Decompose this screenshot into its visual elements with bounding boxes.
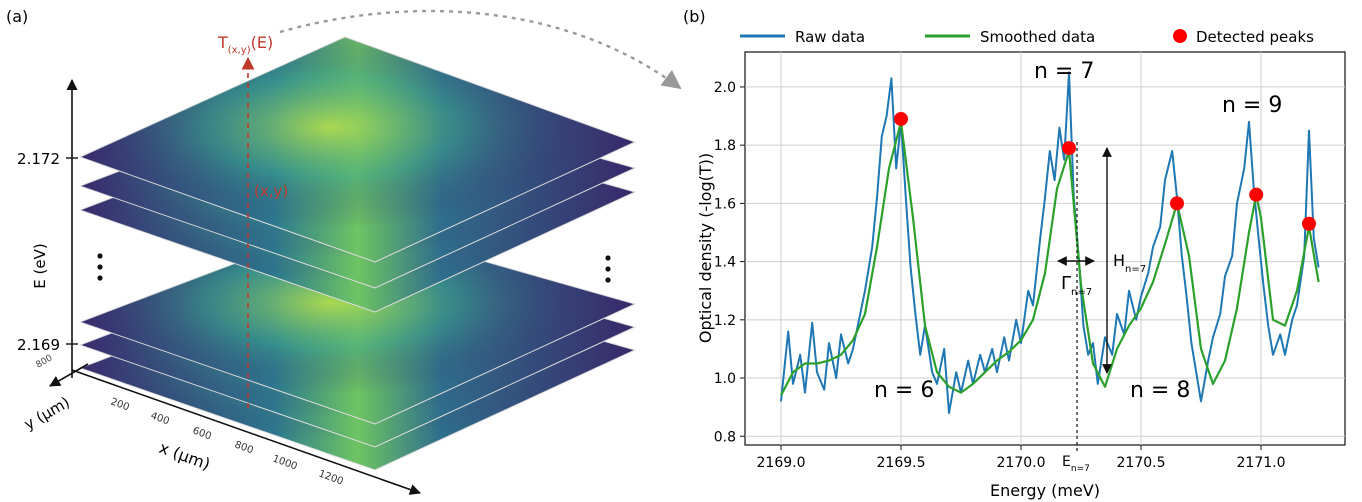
panel-a: (a) bbox=[6, 7, 682, 495]
detected-peak-point bbox=[1170, 196, 1184, 211]
panel-a-label: (a) bbox=[6, 7, 28, 26]
y-ticks: 0.8 1.0 1.2 1.4 1.6 1.8 2.0 bbox=[714, 80, 745, 445]
x-tick-label: 2171.0 bbox=[1237, 455, 1286, 471]
y-tick-label: 1.6 bbox=[714, 196, 736, 212]
panel-b-label: (b) bbox=[683, 7, 706, 26]
x-tick-label: 2169.5 bbox=[877, 455, 926, 471]
e-tick-label-top: 2.172 bbox=[17, 150, 60, 168]
x-tick-600: 600 bbox=[191, 425, 213, 442]
y-tick-800: 800 bbox=[35, 353, 55, 370]
point-label: (x,y) bbox=[254, 182, 288, 200]
x-tick-200: 200 bbox=[109, 396, 131, 413]
legend-peaks-label: Detected peaks bbox=[1196, 28, 1314, 46]
detected-peak-point bbox=[1249, 187, 1264, 202]
x-tick-800: 800 bbox=[233, 439, 255, 456]
legend-smooth-label: Smoothed data bbox=[980, 28, 1095, 46]
e-tick-label-bottom: 2.169 bbox=[17, 336, 60, 354]
detected-peak-point bbox=[894, 111, 908, 126]
x-tick-label: 2170.5 bbox=[1117, 455, 1166, 471]
panel-b: (b) Raw data Smoothed data Detected peak… bbox=[683, 7, 1346, 500]
x-tick-1000: 1000 bbox=[271, 453, 299, 472]
ellipsis-left bbox=[97, 253, 103, 281]
annotation-n6: n = 6 bbox=[874, 378, 934, 403]
series-layer bbox=[780, 71, 1320, 414]
energy-slices bbox=[78, 36, 637, 471]
detected-peak-point bbox=[1302, 216, 1316, 231]
plot-frame bbox=[744, 51, 1346, 446]
y-axis bbox=[49, 363, 89, 387]
energy-label: En=7 bbox=[1062, 454, 1090, 474]
x-tick-1200: 1200 bbox=[317, 468, 345, 487]
y-tick-label: 0.8 bbox=[714, 429, 736, 445]
width-label: Γn=7 bbox=[1061, 273, 1092, 298]
transmission-label: T(x,y)(E) bbox=[217, 33, 273, 56]
slice-top-1 bbox=[78, 36, 637, 263]
x-axis-label: x (µm) bbox=[157, 438, 213, 474]
y-axis-label: y (µm) bbox=[21, 393, 73, 433]
legend-peaks-marker bbox=[1173, 29, 1187, 43]
y-tick-label: 1.0 bbox=[714, 371, 736, 387]
y-axis-title: Optical density (-log(T)) bbox=[696, 153, 715, 343]
y-tick-label: 1.4 bbox=[714, 255, 736, 271]
x-axis bbox=[71, 369, 422, 495]
x-tick-label: 2170.0 bbox=[997, 455, 1046, 471]
series-smoothed-data bbox=[780, 120, 1320, 397]
e-axis-label: E (eV) bbox=[31, 243, 49, 288]
x-tick-400: 400 bbox=[149, 410, 171, 427]
energy-label-bg bbox=[1055, 453, 1099, 475]
x-tick-label: 2169.0 bbox=[757, 455, 806, 471]
detected-peak-point bbox=[1062, 141, 1076, 156]
x-axis-title: Energy (meV) bbox=[990, 481, 1100, 500]
y-tick-label: 2.0 bbox=[714, 80, 736, 96]
annotation-n9: n = 9 bbox=[1222, 93, 1282, 118]
y-tick-label: 1.2 bbox=[714, 313, 736, 329]
annotation-n8: n = 8 bbox=[1130, 378, 1190, 403]
x-ticks: 2169.0 2169.5 2170.0 2170.5 2171.0 bbox=[757, 445, 1286, 471]
height-label: Hn=7 bbox=[1113, 251, 1146, 275]
annotation-n7: n = 7 bbox=[1034, 59, 1094, 84]
series-raw-data bbox=[780, 71, 1320, 414]
legend: Raw data Smoothed data Detected peaks bbox=[740, 28, 1314, 46]
legend-raw-label: Raw data bbox=[795, 28, 865, 46]
ellipsis-right bbox=[605, 255, 611, 283]
y-tick-label: 1.8 bbox=[714, 138, 736, 154]
